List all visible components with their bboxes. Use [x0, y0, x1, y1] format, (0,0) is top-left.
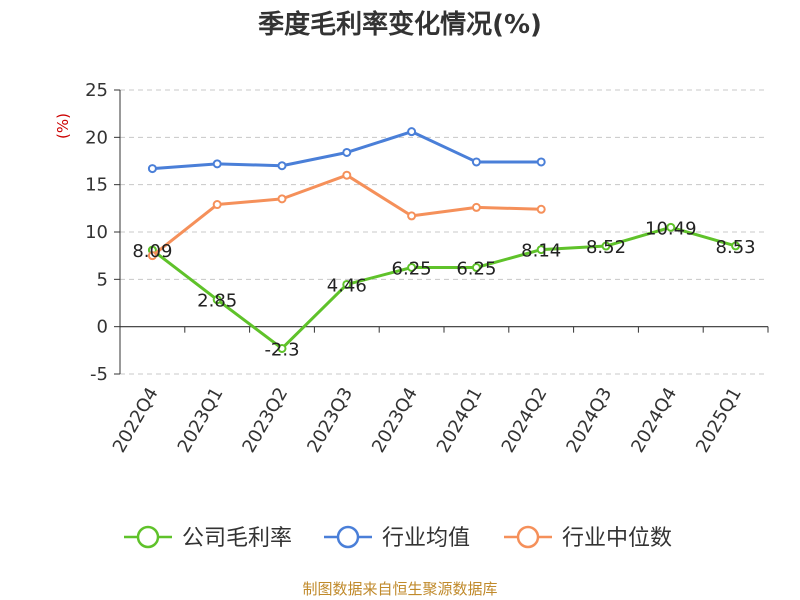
- data-label: 6.25: [456, 259, 496, 280]
- y-tick-labels: -5 0 5 10 15 20 25: [85, 80, 108, 385]
- x-tick-label: 2025Q1: [692, 384, 746, 456]
- data-point: [731, 241, 741, 251]
- legend-marker: [336, 525, 360, 549]
- source-note: 制图数据来自恒生聚源数据库: [302, 580, 498, 598]
- x-tick-label: 2024Q1: [433, 384, 487, 456]
- data-point: [601, 241, 611, 251]
- series-lines: [147, 127, 741, 353]
- data-point: [407, 263, 417, 272]
- data-point: [471, 263, 481, 272]
- legend-marker: [516, 525, 540, 549]
- data-point: [342, 170, 352, 180]
- y-tick-label: 15: [85, 175, 108, 196]
- data-point: [536, 204, 546, 214]
- data-point: [212, 295, 222, 305]
- x-tick-label: 2022Q4: [109, 384, 163, 456]
- data-point: [212, 159, 222, 169]
- legend-label: 行业中位数: [562, 526, 672, 551]
- legend-marker: [136, 525, 160, 549]
- series-line: [151, 225, 737, 350]
- data-label: 8.53: [716, 237, 756, 258]
- x-tick-label: 2023Q2: [238, 384, 292, 456]
- x-tick-label: 2023Q4: [368, 384, 422, 456]
- data-point: [536, 157, 546, 167]
- data-labels: 8.09 2.85 -2.3 4.46 6.25 6.25 8.14 8.52 10.49 8.5…: [132, 218, 755, 360]
- data-point: [666, 222, 676, 232]
- y-tick-label: 25: [85, 80, 108, 101]
- data-point: [277, 343, 287, 353]
- y-tick-label: 5: [97, 269, 108, 290]
- data-point: [147, 164, 157, 174]
- data-point: [212, 200, 222, 210]
- data-label: 8.52: [586, 237, 626, 258]
- x-tick-label: 2024Q2: [498, 384, 552, 456]
- data-point: [471, 157, 481, 167]
- axes: [114, 89, 769, 375]
- data-label: 8.14: [521, 241, 561, 262]
- x-tick-label: 2024Q4: [627, 384, 681, 456]
- y-tick-label: -5: [90, 364, 108, 385]
- data-label: 10.49: [645, 218, 697, 239]
- data-point: [147, 251, 157, 261]
- data-point: [342, 279, 352, 289]
- x-tick-labels: 2022Q4 2023Q1 2023Q2 2023Q3 2023Q4 2024Q1 2024…: [109, 384, 746, 456]
- y-tick-label: 0: [97, 317, 108, 338]
- data-label: 4.46: [327, 275, 367, 296]
- chart-title: 季度毛利率变化情况(%): [258, 10, 542, 40]
- series-line: [151, 173, 542, 257]
- data-label: 2.85: [197, 291, 237, 312]
- x-tick-label: 2024Q3: [562, 384, 616, 456]
- data-label: 8.09: [132, 241, 172, 262]
- grid-lines: [120, 89, 768, 375]
- data-label: -2.3: [264, 339, 299, 360]
- data-point: [407, 211, 417, 221]
- y-tick-label: 10: [85, 222, 108, 243]
- y-tick-label: 20: [85, 127, 108, 148]
- data-point: [407, 127, 417, 137]
- data-point: [277, 194, 287, 204]
- data-point: [471, 202, 481, 212]
- y-axis-label: (%): [54, 113, 72, 139]
- legend-label: 公司毛利率: [182, 526, 292, 551]
- legend: 公司毛利率 行业均值 行业中位数: [124, 525, 672, 551]
- x-tick-label: 2023Q1: [174, 384, 228, 456]
- legend-label: 行业均值: [382, 526, 470, 551]
- data-point: [277, 161, 287, 171]
- data-label: 6.25: [392, 259, 432, 280]
- data-point: [342, 147, 352, 157]
- data-point: [536, 245, 546, 255]
- x-tick-label: 2023Q3: [303, 384, 357, 456]
